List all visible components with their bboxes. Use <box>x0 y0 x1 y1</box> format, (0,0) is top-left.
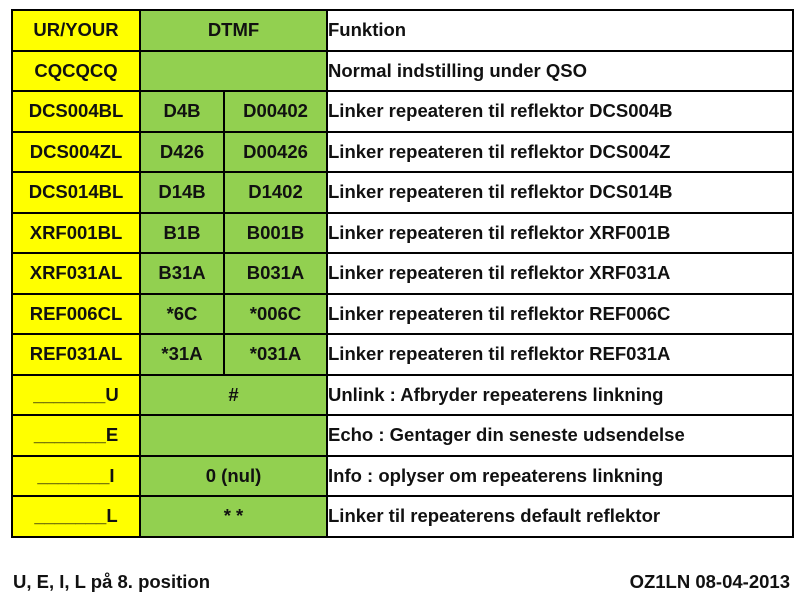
ur-cell: REF006CL <box>11 292 141 335</box>
table-row: DCS014BL D14B D1402 Linker repeateren ti… <box>11 171 794 214</box>
dtmf-short-cell: D426 <box>139 130 225 173</box>
ur-cell: DCS004ZL <box>11 130 141 173</box>
function-cell: Linker til repeaterens default reflektor <box>326 495 794 538</box>
header-function: Funktion <box>326 9 794 52</box>
table-row: _______I 0 (nul) Info : oplyser om repea… <box>11 454 794 497</box>
dtmf-short-cell: B1B <box>139 211 225 254</box>
function-cell: Linker repeateren til reflektor REF031A <box>326 333 794 376</box>
dtmf-long-cell: D00426 <box>223 130 328 173</box>
function-cell: Info : oplyser om repeaterens linkning <box>326 454 794 497</box>
ur-cell: _______E <box>11 414 141 457</box>
table-row: DCS004BL D4B D00402 Linker repeateren ti… <box>11 90 794 133</box>
function-cell: Linker repeateren til reflektor DCS004B <box>326 90 794 133</box>
ur-cell: XRF031AL <box>11 252 141 295</box>
ur-cell: DCS014BL <box>11 171 141 214</box>
dtmf-short-cell: D4B <box>139 90 225 133</box>
function-cell: Linker repeateren til reflektor DCS004Z <box>326 130 794 173</box>
table-row: REF006CL *6C *006C Linker repeateren til… <box>11 292 794 335</box>
table-row: XRF001BL B1B B001B Linker repeateren til… <box>11 211 794 254</box>
dstar-command-table: UR/YOUR DTMF Funktion CQCQCQ Normal inds… <box>11 9 794 538</box>
table-row: XRF031AL B31A B031A Linker repeateren ti… <box>11 252 794 295</box>
dtmf-short-cell: *6C <box>139 292 225 335</box>
dtmf-long-cell: B001B <box>223 211 328 254</box>
dtmf-long-cell: B031A <box>223 252 328 295</box>
table-row: _______U # Unlink : Afbryder repeaterens… <box>11 373 794 416</box>
function-cell: Linker repeateren til reflektor XRF001B <box>326 211 794 254</box>
dtmf-short-cell: *31A <box>139 333 225 376</box>
function-cell: Linker repeateren til reflektor DCS014B <box>326 171 794 214</box>
footer-author-date: OZ1LN 08-04-2013 <box>629 571 790 592</box>
header-row: UR/YOUR DTMF Funktion <box>11 9 794 52</box>
dtmf-short-cell: B31A <box>139 252 225 295</box>
function-cell: Linker repeateren til reflektor XRF031A <box>326 252 794 295</box>
ur-cell: DCS004BL <box>11 90 141 133</box>
table-row: DCS004ZL D426 D00426 Linker repeateren t… <box>11 130 794 173</box>
dtmf-long-cell: *006C <box>223 292 328 335</box>
function-cell: Linker repeateren til reflektor REF006C <box>326 292 794 335</box>
ur-cell: CQCQCQ <box>11 49 141 92</box>
function-cell: Unlink : Afbryder repeaterens linkning <box>326 373 794 416</box>
function-cell: Echo : Gentager din seneste udsendelse <box>326 414 794 457</box>
dtmf-long-cell: *031A <box>223 333 328 376</box>
table-row: CQCQCQ Normal indstilling under QSO <box>11 49 794 92</box>
dtmf-cell: * * <box>139 495 328 538</box>
dtmf-cell <box>139 49 328 92</box>
dtmf-cell <box>139 414 328 457</box>
header-dtmf: DTMF <box>139 9 328 52</box>
dtmf-long-cell: D1402 <box>223 171 328 214</box>
function-cell: Normal indstilling under QSO <box>326 49 794 92</box>
table-row: REF031AL *31A *031A Linker repeateren ti… <box>11 333 794 376</box>
ur-cell: _______L <box>11 495 141 538</box>
table-row: _______E Echo : Gentager din seneste uds… <box>11 414 794 457</box>
header-ur-your: UR/YOUR <box>11 9 141 52</box>
dtmf-short-cell: D14B <box>139 171 225 214</box>
dtmf-long-cell: D00402 <box>223 90 328 133</box>
dtmf-cell: # <box>139 373 328 416</box>
ur-cell: _______I <box>11 454 141 497</box>
dtmf-cell: 0 (nul) <box>139 454 328 497</box>
ur-cell: XRF001BL <box>11 211 141 254</box>
ur-cell: _______U <box>11 373 141 416</box>
ur-cell: REF031AL <box>11 333 141 376</box>
footer-note: U, E, I, L på 8. position <box>13 571 211 592</box>
table-row: _______L * * Linker til repeaterens defa… <box>11 495 794 538</box>
